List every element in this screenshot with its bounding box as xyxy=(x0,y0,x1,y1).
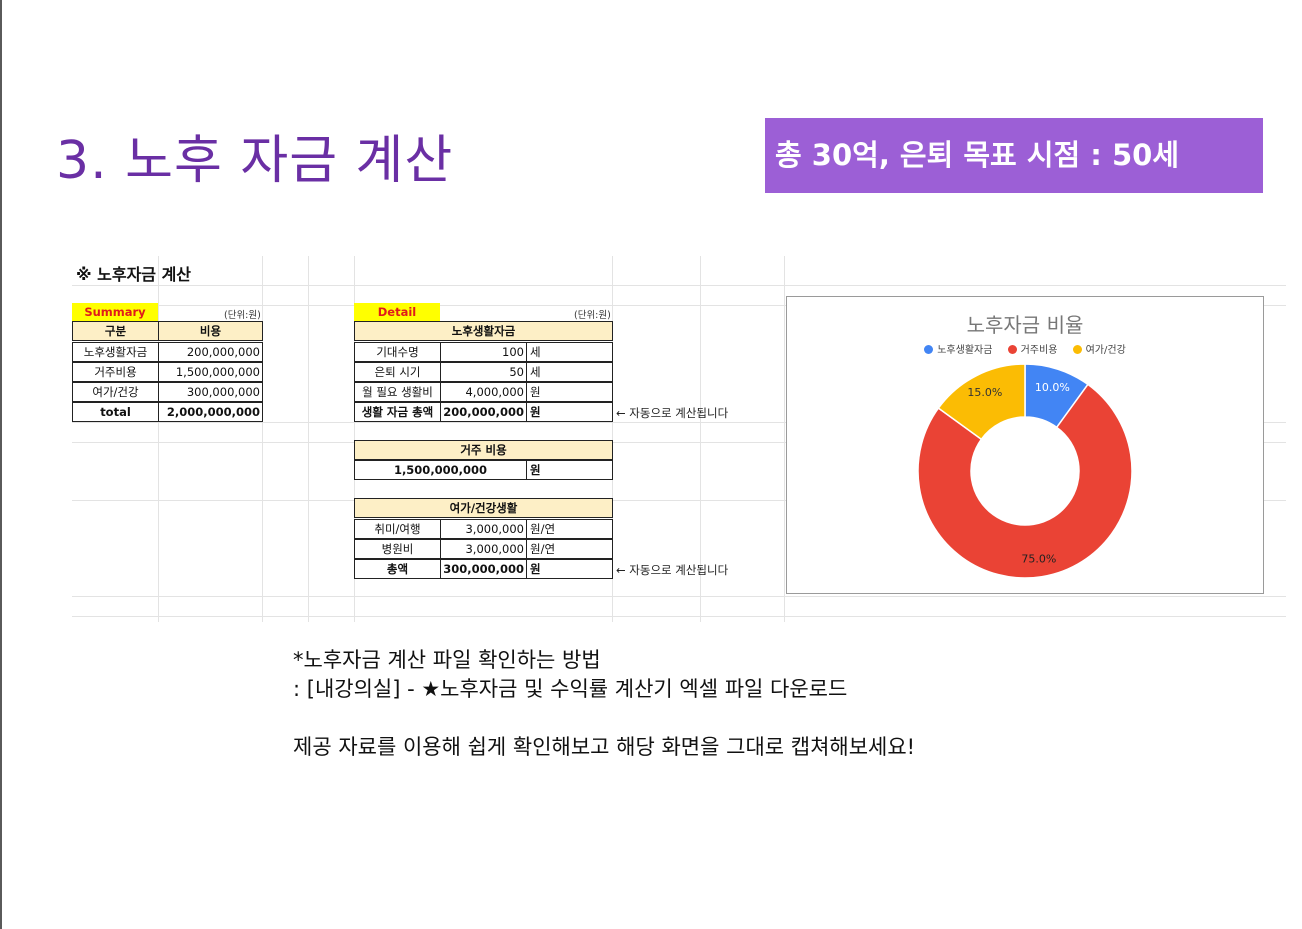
living-row-value: 100 xyxy=(440,342,527,362)
living-row-unit: 세 xyxy=(526,342,613,362)
sheet-title: ※ 노후자금 계산 xyxy=(76,265,192,284)
housing-header: 거주 비용 xyxy=(354,440,613,460)
auto-calc-note: ← 자동으로 계산됩니다 xyxy=(616,563,729,577)
leisure-row-label: 병원비 xyxy=(354,539,441,559)
detail-unit: (단위:원) xyxy=(574,310,611,321)
living-row-unit: 원 xyxy=(526,382,613,402)
summary-row-value: 300,000,000 xyxy=(158,382,263,402)
instructions: *노후자금 계산 파일 확인하는 방법 : [내강의실] - ★노후자금 및 수… xyxy=(293,646,915,762)
detail-label: Detail xyxy=(354,303,440,323)
leisure-header: 여가/건강생활 xyxy=(354,498,613,518)
living-row-value: 4,000,000 xyxy=(440,382,527,402)
legend-swatch xyxy=(1007,345,1017,354)
summary-unit: (단위:원) xyxy=(224,310,261,321)
living-row-label: 은퇴 시기 xyxy=(354,362,441,382)
donut-chart: 노후자금 비율 노후생활자금 거주비용 여가/건강 10.0% 75.0% 15.0… xyxy=(786,296,1264,594)
leisure-row-value: 3,000,000 xyxy=(440,539,527,559)
slice-label: 75.0% xyxy=(1021,552,1056,565)
living-row-unit: 세 xyxy=(526,362,613,382)
donut-svg: 10.0% 75.0% 15.0% xyxy=(917,363,1133,579)
legend-label: 여가/건강 xyxy=(1085,345,1126,356)
leisure-total-unit: 원 xyxy=(526,559,613,579)
spreadsheet-screenshot: ※ 노후자금 계산 Summary (단위:원) 구분 비용 노후생활자금 20… xyxy=(72,256,1286,622)
housing-value: 1,500,000,000 xyxy=(354,460,527,480)
slide-left-edge xyxy=(0,0,2,929)
summary-row-label: 노후생활자금 xyxy=(72,342,159,362)
slice-label: 10.0% xyxy=(1035,381,1070,394)
legend-item: 여가/건강 xyxy=(1072,341,1126,356)
leisure-total-label: 총액 xyxy=(354,559,441,579)
living-total-label: 생활 자금 총액 xyxy=(354,402,441,422)
auto-calc-note: ← 자동으로 계산됩니다 xyxy=(616,406,729,420)
legend-item: 거주비용 xyxy=(1007,341,1058,356)
living-total-value: 200,000,000 xyxy=(440,402,527,422)
summary-header-category: 구분 xyxy=(72,321,159,341)
instruction-line: *노후자금 계산 파일 확인하는 방법 xyxy=(293,648,601,672)
summary-label: Summary xyxy=(72,303,158,323)
leisure-row-unit: 원/연 xyxy=(526,539,613,559)
chart-legend: 노후생활자금 거주비용 여가/건강 xyxy=(787,341,1263,356)
housing-unit: 원 xyxy=(526,460,613,480)
legend-item: 노후생활자금 xyxy=(924,341,992,356)
instruction-line: 제공 자료를 이용해 쉽게 확인해보고 해당 화면을 그대로 캡쳐해보세요! xyxy=(293,735,916,759)
goal-badge: 총 30억, 은퇴 목표 시점 : 50세 xyxy=(765,118,1263,193)
living-row-label: 기대수명 xyxy=(354,342,441,362)
slice-label: 15.0% xyxy=(967,386,1002,399)
summary-row-label: 여가/건강 xyxy=(72,382,159,402)
living-header: 노후생활자금 xyxy=(354,321,613,341)
chart-title: 노후자금 비율 xyxy=(966,313,1084,337)
legend-swatch xyxy=(1072,345,1082,354)
summary-row-label: 거주비용 xyxy=(72,362,159,382)
living-row-label: 월 필요 생활비 xyxy=(354,382,441,402)
summary-row-value: 1,500,000,000 xyxy=(158,362,263,382)
donut-slice xyxy=(937,363,1026,441)
instruction-line: : [내강의실] - ★노후자금 및 수익률 계산기 엑셀 파일 다운로드 xyxy=(293,677,848,701)
summary-total-label: total xyxy=(72,402,159,422)
summary-total-value: 2,000,000,000 xyxy=(158,402,263,422)
leisure-total-value: 300,000,000 xyxy=(440,559,527,579)
legend-label: 노후생활자금 xyxy=(937,345,993,356)
summary-row-value: 200,000,000 xyxy=(158,342,263,362)
legend-label: 거주비용 xyxy=(1020,345,1058,356)
living-row-value: 50 xyxy=(440,362,527,382)
leisure-row-unit: 원/연 xyxy=(526,519,613,539)
leisure-row-value: 3,000,000 xyxy=(440,519,527,539)
summary-header-cost: 비용 xyxy=(158,321,263,341)
leisure-row-label: 취미/여행 xyxy=(354,519,441,539)
legend-swatch xyxy=(924,345,934,354)
slide-title: 3. 노후 자금 계산 xyxy=(56,131,454,191)
living-total-unit: 원 xyxy=(526,402,613,422)
